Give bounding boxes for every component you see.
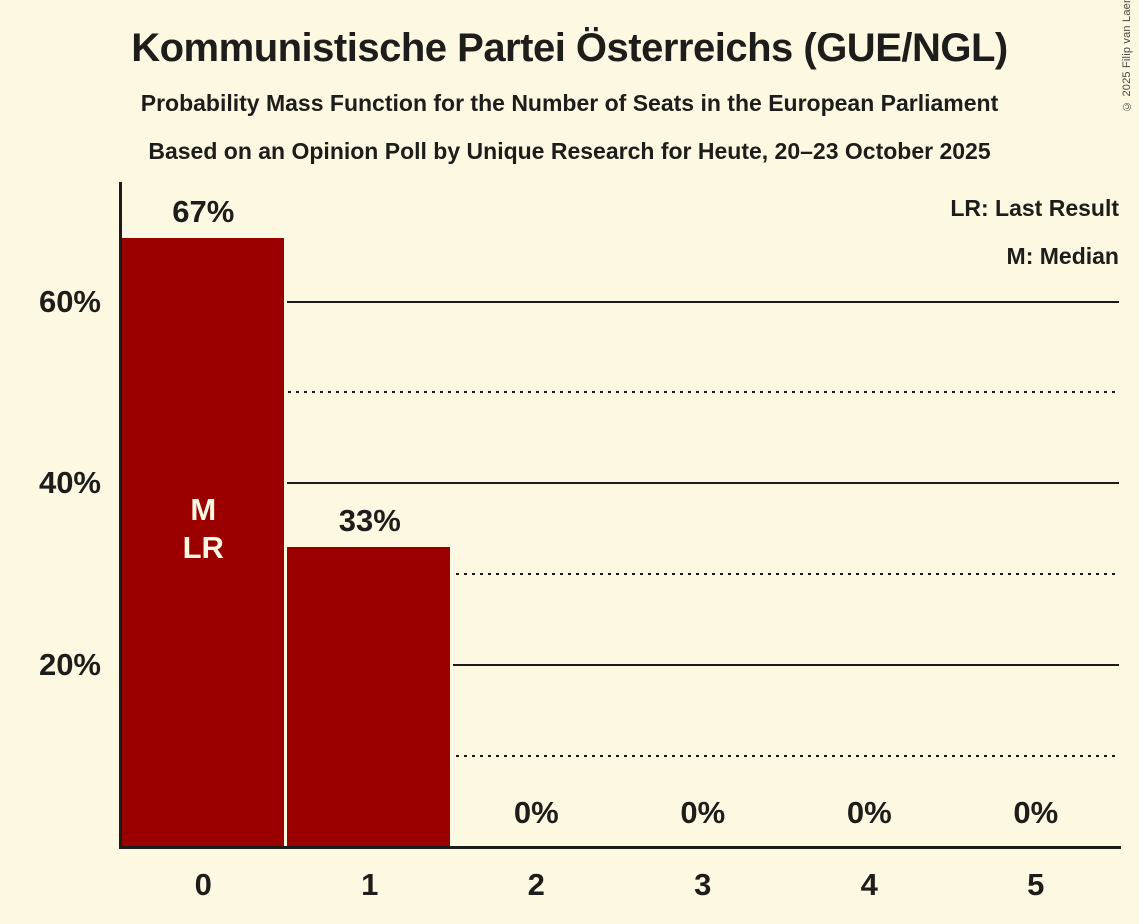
chart-legend: LR: Last Result M: Median — [950, 184, 1119, 280]
gridline-solid-60 — [120, 300, 1119, 303]
legend-item-last-result: LR: Last Result — [950, 195, 1119, 221]
y-tick-label-40: 40% — [38, 465, 101, 501]
legend-item-median: M: Median — [1006, 243, 1119, 269]
bar-annotation-m-lr: M LR — [120, 491, 287, 567]
y-tick-label-60: 60% — [38, 283, 101, 319]
bar-seats-0 — [120, 237, 287, 847]
plot-area: 67% M LR 33% 0% 0% 0% 0% — [119, 182, 1121, 849]
bar-value-label-0: 67% — [172, 193, 235, 229]
y-axis-line — [119, 182, 122, 847]
x-tick-label-5: 5 — [1027, 867, 1045, 902]
gridline-solid-20 — [120, 664, 1119, 667]
bar-value-label-2: 0% — [513, 795, 559, 830]
bar-value-label-5: 0% — [1013, 795, 1059, 830]
bar-value-label-1: 33% — [338, 503, 401, 539]
y-tick-label-20: 20% — [38, 647, 101, 683]
x-axis-line — [119, 846, 1121, 849]
bar-value-label-3: 0% — [680, 795, 726, 830]
x-tick-label-1: 1 — [361, 867, 379, 902]
annotation-line-m: M — [190, 492, 217, 527]
bar-value-label-4: 0% — [846, 795, 892, 830]
x-tick-label-3: 3 — [694, 867, 712, 902]
x-tick-label-2: 2 — [527, 867, 545, 902]
chart-subtitle-poll-source: Based on an Opinion Poll by Unique Resea… — [148, 138, 991, 164]
x-tick-label-4: 4 — [860, 867, 878, 902]
chart-subtitle-pmf: Probability Mass Function for the Number… — [140, 90, 999, 116]
bar-seats-1 — [286, 547, 453, 847]
annotation-line-lr: LR — [182, 530, 224, 565]
chart-title: Kommunistische Partei Österreichs (GUE/N… — [131, 26, 1008, 70]
gridline-dotted-30 — [120, 573, 1119, 576]
gridline-dotted-50 — [120, 391, 1119, 394]
gridline-solid-40 — [120, 482, 1119, 485]
x-tick-label-0: 0 — [194, 867, 212, 902]
copyright-label: © 2025 Filip van Laenen — [1121, 0, 1133, 112]
gridline-dotted-10 — [120, 755, 1119, 758]
